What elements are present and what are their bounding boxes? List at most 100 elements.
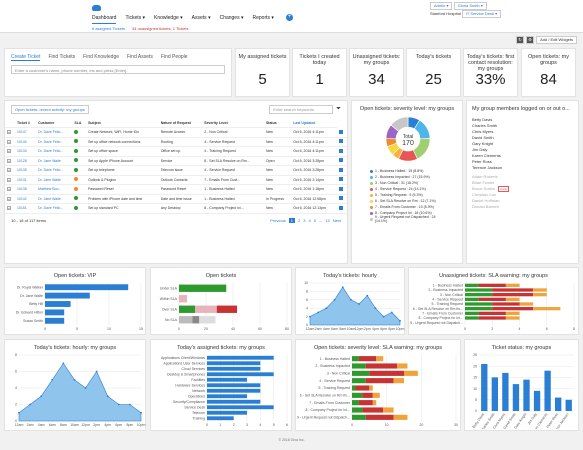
table-cell[interactable]: + [5,203,15,214]
bar-segment[interactable] [352,370,370,376]
bar-segment[interactable] [393,378,404,384]
table-row[interactable]: +10135 Dr. Dave Fello... Set up telephone T… [5,165,347,176]
stat-card[interactable]: Today's tickets 25 [406,48,461,97]
customer-link[interactable]: Dr. Dave Fello... [38,130,64,135]
bar-segment[interactable] [492,302,520,306]
bar[interactable] [555,397,562,411]
nav-dashboard[interactable]: Dashboard [92,15,117,24]
data-point[interactable] [358,303,360,305]
tab-find-assets[interactable]: Find Assets [127,54,153,60]
bar-segment[interactable] [533,307,561,311]
bar[interactable] [523,379,530,411]
bar-segment[interactable] [192,316,200,324]
table-cell[interactable]: + [5,127,15,138]
legend-entry[interactable]: 4 - Service Request : 24 (14.1%) [370,186,444,192]
table-cell[interactable]: + [5,175,15,185]
data-point[interactable] [374,307,377,310]
expand-row-icon[interactable]: + [7,177,11,182]
legend-entry[interactable]: 1 - Business Halted : 15 (8.8%) [370,168,444,174]
member-online[interactable]: Karen Clements [472,153,501,158]
tab-find-tickets[interactable]: Find Tickets [48,54,76,60]
table-cell[interactable]: Dr. Jane Waite [36,156,73,166]
table-cell[interactable]: + [5,156,15,166]
bar[interactable] [512,384,520,411]
data-point[interactable] [51,378,54,381]
nav-changes[interactable]: Changes ▾ [219,15,244,21]
member-online[interactable]: Jim Daly [472,147,488,152]
bar-segment[interactable] [465,283,479,287]
row-checkbox-cell[interactable] [336,184,347,195]
bar-segment[interactable] [505,283,520,287]
member-online[interactable]: Charles Smith [472,123,498,128]
ticket-id-link[interactable]: 10131 [16,177,27,182]
bar-segment[interactable] [533,293,547,297]
table-cell[interactable]: Dr. Jane Waite [36,194,73,204]
data-point[interactable] [399,319,401,322]
tab-find-knowledge[interactable]: Find Knowledge [83,54,120,60]
bar[interactable] [207,388,261,393]
bar[interactable] [207,410,247,415]
table-cell[interactable]: 10131 [14,175,37,185]
table-cell[interactable]: + [5,137,15,147]
table-cell[interactable]: + [5,194,15,204]
expand-row-icon[interactable]: + [7,196,11,201]
bar[interactable] [207,405,274,410]
bar[interactable] [207,383,261,388]
bar-segment[interactable] [352,363,366,369]
bar-segment[interactable] [505,297,520,301]
bar[interactable] [544,370,551,411]
expand-row-icon[interactable]: + [7,206,11,211]
expand-row-icon[interactable]: + [7,139,11,144]
expand-row-icon[interactable]: + [7,130,11,135]
bar-segment[interactable] [533,288,547,292]
bar-segment[interactable] [365,363,398,369]
row-checkbox[interactable] [338,205,343,210]
table-cell[interactable]: 10133 [14,146,37,157]
legend-entry[interactable]: 6 - Set SLA Resolve on Rm : 12 (7.1%) [370,198,444,204]
bar-segment[interactable] [362,407,384,413]
table-cell[interactable]: + [5,165,15,176]
row-checkbox[interactable] [338,177,343,182]
expand-row-icon[interactable]: + [7,149,11,154]
table-cell[interactable]: Matthew Boo... [36,184,73,195]
row-checkbox[interactable] [338,158,343,163]
data-point[interactable] [390,311,393,314]
cloud-logo-icon[interactable] [92,5,101,11]
bar[interactable] [533,390,541,411]
assigned-tickets-link[interactable]: 6 assigned Tickets [92,26,125,31]
bar-segment[interactable] [369,385,373,391]
customer-link[interactable]: Dr. Dave Fello... [38,168,64,173]
expand-row-icon[interactable]: + [7,168,11,173]
bar[interactable] [481,363,488,411]
row-checkbox[interactable] [338,167,343,172]
bar-segment[interactable] [372,400,377,406]
table-cell[interactable]: 10135 [14,165,37,176]
settings-icon[interactable]: ⚙ [526,36,535,44]
bar-segment[interactable] [404,370,418,376]
area-series[interactable] [309,286,401,326]
customer-link[interactable]: Dr. Jane Waite [38,196,61,201]
customer-link[interactable]: Dr. Jane Waite [38,158,61,163]
legend-entry[interactable]: 3 - Non Critical : 31 (18.2%) [370,180,444,186]
bar-segment[interactable] [519,302,534,306]
bar-segment[interactable] [465,302,493,306]
table-cell[interactable]: Dr. Dave Fello... [36,127,73,138]
customer-link[interactable]: Matthew Boo... [38,187,62,192]
legend-entry[interactable]: 7 - Emails From Customer : 10 (5.9%) [370,204,444,210]
expand-row-icon[interactable]: + [7,187,11,192]
bar[interactable] [45,284,129,291]
ticket-id-link[interactable]: 10138 [16,187,27,192]
bar[interactable] [45,309,65,316]
column-header[interactable]: SLA [72,118,87,128]
column-header[interactable]: Nature of Request [158,118,203,128]
bar[interactable] [207,399,261,404]
bar-segment[interactable] [199,316,216,324]
bar-segment[interactable] [365,378,394,384]
table-cell[interactable]: Dr. Dave Fello... [36,137,73,147]
row-checkbox-cell[interactable] [336,137,347,147]
data-point[interactable] [18,411,20,414]
table-cell[interactable]: Dr. Dave Fello... [36,165,73,176]
bar-segment[interactable] [362,392,373,398]
stat-card[interactable]: Unassigned tickets: my groups 34 [349,48,404,97]
bar-segment[interactable] [352,392,363,398]
